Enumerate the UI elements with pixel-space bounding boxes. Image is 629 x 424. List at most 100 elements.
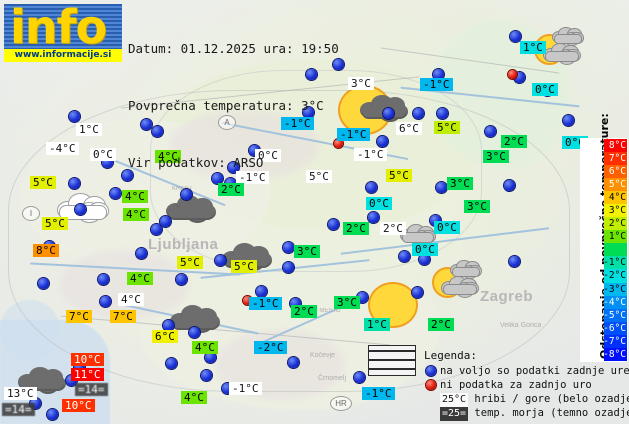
station-dot[interactable] <box>510 31 521 42</box>
station-dot[interactable] <box>176 274 187 285</box>
station-dot[interactable] <box>485 126 496 137</box>
station-dot[interactable] <box>283 262 294 273</box>
station-dot[interactable] <box>436 182 447 193</box>
station-dot[interactable] <box>38 278 49 289</box>
station-dot[interactable] <box>509 256 520 267</box>
station-dot[interactable] <box>433 69 444 80</box>
station-dot[interactable] <box>563 115 574 126</box>
gray-cloud-icon <box>449 258 482 279</box>
sun-behind-cloud-icon <box>430 258 482 301</box>
station-dot[interactable] <box>215 255 226 266</box>
scale-row: 6°C <box>604 165 627 179</box>
temperature-label: 4°C <box>181 391 207 404</box>
station-dot[interactable] <box>222 383 233 394</box>
station-dot[interactable] <box>181 189 192 200</box>
station-dot[interactable] <box>249 145 260 156</box>
temperature-label: 3°C <box>464 200 490 213</box>
station-dot[interactable] <box>357 292 368 303</box>
station-dot[interactable] <box>306 69 317 80</box>
anomaly-color-scale: Odstopanje od povprečne temperature: 8°C… <box>580 113 628 362</box>
temperature-label: 0°C <box>366 197 392 210</box>
station-dot[interactable] <box>100 296 111 307</box>
legend-sea-chip: =25= <box>440 407 469 421</box>
scale-row: -5°C <box>603 308 627 322</box>
station-dot[interactable] <box>205 352 216 363</box>
station-dot[interactable] <box>151 224 162 235</box>
temperature-label: 3°C <box>334 296 360 309</box>
light-cloud-icon <box>57 190 109 224</box>
station-dot[interactable] <box>354 372 365 383</box>
blue-dot-icon <box>426 366 436 380</box>
temperature-label: -2°C <box>254 341 287 354</box>
temperature-label: 2°C <box>501 135 527 148</box>
station-dot[interactable] <box>383 108 394 119</box>
station-dot-no-data[interactable] <box>334 139 343 148</box>
station-dot[interactable] <box>98 274 109 285</box>
temperature-label: 10°C <box>62 399 95 412</box>
temperature-label: 13°C <box>4 387 37 400</box>
station-dot[interactable] <box>366 182 377 193</box>
scale-row-label: -5°C <box>603 309 626 321</box>
station-dot[interactable] <box>419 254 430 265</box>
station-dot[interactable] <box>288 357 299 368</box>
place-label: Zagreb <box>480 288 534 305</box>
dark-cloud-icon <box>166 192 216 224</box>
station-dot[interactable] <box>430 215 441 226</box>
scale-row <box>604 243 627 257</box>
scale-row-label: 6°C <box>608 166 626 178</box>
station-dot[interactable] <box>136 248 147 259</box>
scale-row: -6°C <box>603 321 627 335</box>
station-dot[interactable] <box>102 157 113 168</box>
temperature-label: =14= <box>75 383 108 396</box>
station-dot[interactable] <box>413 108 424 119</box>
temperature-label: -1°C <box>236 171 269 184</box>
station-dot[interactable] <box>399 251 410 262</box>
station-dot[interactable] <box>437 108 448 119</box>
station-dot[interactable] <box>290 298 301 309</box>
temperature-label: 6°C <box>152 330 178 343</box>
station-dot[interactable] <box>212 173 223 184</box>
station-dot[interactable] <box>69 178 80 189</box>
station-dot[interactable] <box>160 216 171 227</box>
station-dot[interactable] <box>368 212 379 223</box>
station-dot[interactable] <box>328 219 339 230</box>
station-dot[interactable] <box>122 170 133 181</box>
dark-cloud-icon <box>18 364 66 394</box>
station-dot[interactable] <box>74 362 85 373</box>
station-dot[interactable] <box>228 162 239 173</box>
station-dot[interactable] <box>201 370 212 381</box>
legend: Legenda: na voljo so podatki zadnje ure … <box>424 349 629 421</box>
station-dot[interactable] <box>30 398 41 409</box>
station-dot[interactable] <box>283 242 294 253</box>
temperature-label: -1°C <box>362 387 395 400</box>
station-dot[interactable] <box>141 119 152 130</box>
legend-row-blue: na voljo so podatki zadnje ure <box>424 364 629 380</box>
station-dot[interactable] <box>189 327 200 338</box>
temperature-label: 2°C <box>218 183 244 196</box>
station-dot[interactable] <box>163 320 174 331</box>
station-dot[interactable] <box>110 188 121 199</box>
station-dot-no-data[interactable] <box>243 296 252 305</box>
station-dot[interactable] <box>377 136 388 147</box>
station-dot[interactable] <box>333 59 344 70</box>
dark-cloud-icon <box>170 302 220 334</box>
station-dot[interactable] <box>303 107 314 118</box>
scale-row-label: 1°C <box>608 231 626 243</box>
temperature-label: 5°C <box>30 176 56 189</box>
place-label: Ljubljana <box>148 236 219 253</box>
station-dot[interactable] <box>166 358 177 369</box>
station-dot[interactable] <box>152 126 163 137</box>
station-dot[interactable] <box>504 180 515 191</box>
station-dot[interactable] <box>47 409 58 420</box>
scale-row: 2°C <box>604 217 627 231</box>
temperature-label: 5°C <box>42 217 68 230</box>
station-dot[interactable] <box>69 111 80 122</box>
station-dot[interactable] <box>412 287 423 298</box>
station-dot[interactable] <box>75 204 86 215</box>
station-dot[interactable] <box>514 72 525 83</box>
site-logo[interactable]: info www.informacije.si <box>4 4 122 62</box>
scale-row-label: -4°C <box>603 296 626 308</box>
station-dot[interactable] <box>256 286 267 297</box>
station-dot-no-data[interactable] <box>508 70 517 79</box>
